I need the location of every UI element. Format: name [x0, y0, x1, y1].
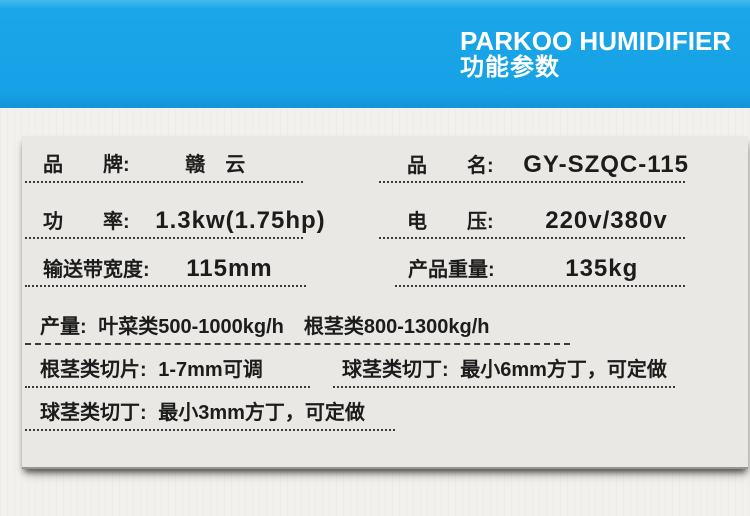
spec-value-voltage: 220v/380v	[545, 207, 668, 234]
brand-title: PARKOO HUMIDIFIER	[460, 26, 732, 56]
spec-label-root-slicing: 根茎类切片:	[40, 359, 147, 381]
spec-label-product-name: 品 名:	[407, 155, 494, 177]
spec-value-product-name: GY-SZQC-115	[523, 151, 689, 178]
spec-row-output: 产量: 叶菜类500-1000kg/h 根茎类800-1300kg/h	[25, 312, 570, 345]
spec-value-root-slicing: 1-7mm可调	[158, 359, 263, 381]
spec-value-output: 叶菜类500-1000kg/h 根茎类800-1300kg/h	[98, 316, 490, 338]
spec-cell-power: 功 率: 1.3kw(1.75hp)	[25, 206, 325, 239]
spec-value-weight: 135kg	[565, 255, 639, 282]
spec-cell-brand: 品 牌: 赣 云	[25, 150, 303, 183]
spec-row-brand-name: 品 牌: 赣 云 品 名: GY-SZQC-115	[25, 150, 688, 183]
spec-value-bulb-dicing-6mm: 最小6mm方丁，可定做	[460, 359, 667, 381]
spec-row-slicing-dicing: 根茎类切片: 1-7mm可调 球茎类切丁: 最小6mm方丁，可定做	[25, 355, 675, 388]
spec-cell-bulb-dicing-3mm: 球茎类切丁: 最小3mm方丁，可定做	[25, 398, 395, 431]
spec-label-voltage: 电 压:	[407, 211, 494, 233]
spec-label-power: 功 率:	[43, 211, 130, 233]
spec-label-output: 产量:	[40, 316, 87, 338]
spec-cell-output: 产量: 叶菜类500-1000kg/h 根茎类800-1300kg/h	[25, 312, 570, 345]
spec-row-belt-weight: 输送带宽度: 115mm 产品重量: 135kg	[25, 254, 685, 287]
spec-cell-voltage: 电 压: 220v/380v	[379, 206, 685, 239]
spec-row-power-voltage: 功 率: 1.3kw(1.75hp) 电 压: 220v/380v	[25, 206, 685, 239]
spec-row-bulb-dicing-3mm: 球茎类切丁: 最小3mm方丁，可定做	[25, 398, 395, 431]
spec-value-bulb-dicing-3mm: 最小3mm方丁，可定做	[158, 402, 365, 424]
spec-cell-belt-width: 输送带宽度: 115mm	[25, 254, 306, 287]
spec-label-brand: 品 牌:	[43, 154, 130, 176]
banner-text-block: PARKOO HUMIDIFIER 功能参数	[460, 27, 731, 81]
spec-cell-root-slicing: 根茎类切片: 1-7mm可调	[25, 355, 310, 388]
spec-card: 品 牌: 赣 云 品 名: GY-SZQC-115 功 率: 1.3kw(1.7…	[22, 136, 748, 469]
spec-value-power: 1.3kw(1.75hp)	[155, 207, 326, 234]
spec-cell-weight: 产品重量: 135kg	[395, 254, 685, 287]
spec-value-belt-width: 115mm	[186, 255, 273, 282]
spec-label-bulb-dicing-6mm: 球茎类切丁:	[342, 359, 449, 381]
spec-label-belt-width: 输送带宽度:	[43, 259, 150, 281]
spec-label-bulb-dicing-3mm: 球茎类切丁:	[40, 402, 147, 424]
spec-cell-bulb-dicing-6mm: 球茎类切丁: 最小6mm方丁，可定做	[333, 355, 675, 388]
page-title: 功能参数	[460, 54, 560, 81]
header-banner: PARKOO HUMIDIFIER 功能参数	[0, 0, 750, 108]
spec-label-weight: 产品重量:	[408, 259, 495, 281]
spec-cell-product-name: 品 名: GY-SZQC-115	[379, 150, 688, 183]
spec-value-brand: 赣 云	[185, 154, 246, 176]
